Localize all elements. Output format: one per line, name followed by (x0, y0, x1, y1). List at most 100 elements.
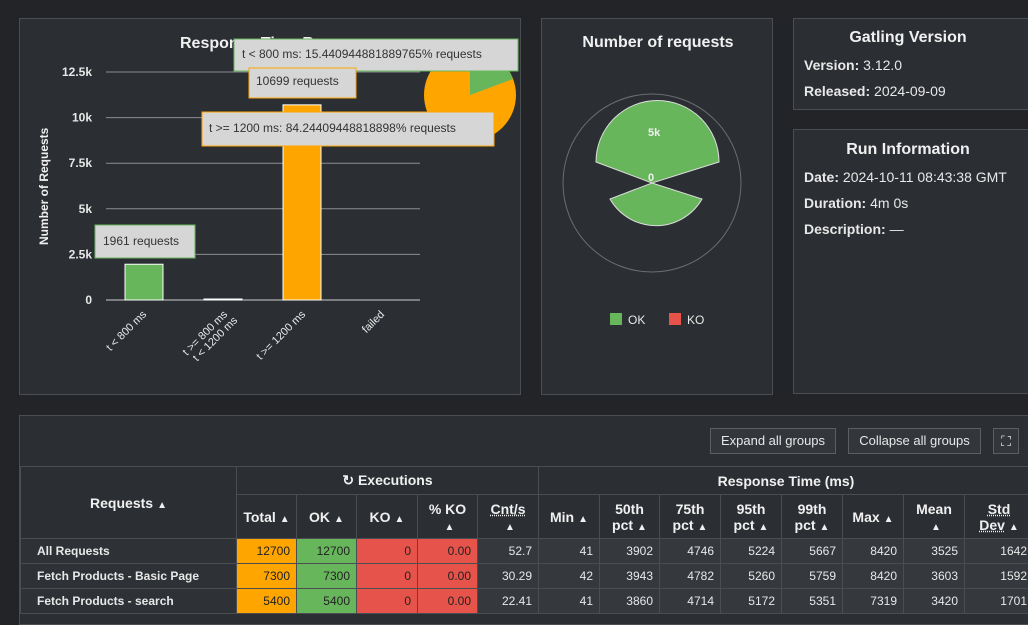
sort-icon: ▲︎ (445, 522, 455, 533)
version-title: Gatling Version (794, 29, 1022, 47)
duration-value: 4m 0s (870, 195, 908, 211)
row-name[interactable]: Fetch Products - search (21, 589, 237, 614)
sort-icon: ▲︎ (637, 522, 647, 533)
col-mean[interactable]: Mean▲︎ (904, 495, 965, 539)
date-line: Date: 2024-10-11 08:43:38 GMT (804, 169, 1028, 185)
released-value: 2024-09-09 (874, 83, 946, 99)
number-of-requests-panel: Number of requests 5k 0 OK KO (541, 18, 773, 395)
cell-std: 1642 (965, 539, 1028, 564)
tooltip-t4: 1961 requests (95, 225, 195, 258)
y-grid: 12.5k 10k 7.5k 5k 2.5k 0 (62, 65, 420, 307)
y-tick-label: 2.5k (69, 247, 93, 261)
y-tick-label: 0 (85, 293, 92, 307)
sort-icon: ▲︎ (820, 522, 830, 533)
svg-text:10699 requests: 10699 requests (256, 74, 339, 88)
cell-p50: 3902 (600, 539, 660, 564)
cell-mean: 3603 (904, 564, 965, 589)
cell-p50: 3860 (600, 589, 660, 614)
sort-icon: ▲︎ (334, 514, 344, 525)
gatling-version-panel: Gatling Version Version: 3.12.0 Released… (793, 18, 1028, 110)
col-total[interactable]: Total▲︎ (237, 495, 297, 539)
polar-slice-ok-bottom (610, 183, 702, 226)
refresh-icon: ↻ (342, 472, 354, 488)
cell-pko: 0.00 (418, 589, 478, 614)
row-name[interactable]: All Requests (21, 539, 237, 564)
cell-ko: 0 (357, 564, 418, 589)
sort-icon: ▲︎ (698, 522, 708, 533)
cell-max: 8420 (843, 564, 904, 589)
sort-icon: ▲︎ (884, 514, 894, 525)
x-label-ge1200: t >= 1200 ms (254, 308, 308, 362)
legend-ko-label[interactable]: KO (687, 313, 704, 327)
response-time-group-header: Response Time (ms) (539, 467, 1028, 495)
cell-cnt: 52.7 (478, 539, 539, 564)
y-tick-label: 12.5k (62, 65, 92, 79)
y-tick-label: 10k (72, 111, 92, 125)
row-name[interactable]: Fetch Products - Basic Page (21, 564, 237, 589)
col-cnt-per-sec[interactable]: Cnt/s▲︎ (478, 495, 539, 539)
polar-tick-0: 0 (648, 172, 654, 184)
cell-p99: 5759 (782, 564, 843, 589)
cell-max: 8420 (843, 539, 904, 564)
y-axis-label: Number of Requests (37, 127, 51, 245)
date-label: Date: (804, 169, 839, 185)
bar-0[interactable] (125, 264, 163, 300)
response-time-ranges-chart: Response Time Ranges 12.5k10k7.5k5k2.5k0… (20, 19, 522, 396)
run-title: Run Information (794, 141, 1022, 159)
col-ko[interactable]: KO▲︎ (357, 495, 418, 539)
sort-icon: ▲︎ (395, 514, 405, 525)
col-max[interactable]: Max▲︎ (843, 495, 904, 539)
description-label: Description: (804, 221, 886, 237)
requests-title: Number of requests (582, 34, 733, 51)
legend-ok-label[interactable]: OK (628, 313, 645, 327)
y-tick-label: 7.5k (69, 156, 93, 170)
polar-tick-5k: 5k (648, 127, 661, 139)
cell-ok: 5400 (297, 589, 357, 614)
version-value: 3.12.0 (863, 57, 902, 73)
legend-ok-swatch[interactable] (610, 313, 622, 325)
legend-ko-swatch[interactable] (669, 313, 681, 325)
fullscreen-button[interactable]: ⛶ (993, 428, 1019, 454)
version-line: Version: 3.12.0 (804, 57, 1028, 73)
sort-icon: ▲︎ (1009, 522, 1019, 533)
cell-min: 41 (539, 589, 600, 614)
description-value: — (890, 221, 904, 237)
cell-total: 7300 (237, 564, 297, 589)
number-of-requests-chart: Number of requests 5k 0 OK KO (542, 19, 774, 396)
expand-all-groups-button[interactable]: Expand all groups (710, 428, 836, 454)
statistics-panel: Expand all groups Collapse all groups ⛶ … (19, 415, 1028, 625)
col-min[interactable]: Min▲︎ (539, 495, 600, 539)
cell-min: 41 (539, 539, 600, 564)
tooltip-t1: t < 800 ms: 15.440944881889765% requests (234, 39, 518, 71)
sort-asc-icon: ▲ (157, 500, 167, 511)
col-ok[interactable]: OK▲︎ (297, 495, 357, 539)
cell-mean: 3420 (904, 589, 965, 614)
cell-cnt: 22.41 (478, 589, 539, 614)
col-requests[interactable]: Requests▲ (21, 467, 237, 539)
run-information-panel: Run Information Date: 2024-10-11 08:43:3… (793, 129, 1028, 394)
sort-icon: ▲︎ (931, 522, 941, 533)
released-label: Released: (804, 83, 870, 99)
duration-line: Duration: 4m 0s (804, 195, 1028, 211)
y-tick-label: 5k (79, 202, 93, 216)
col-percent-ko[interactable]: % KO▲︎ (418, 495, 478, 539)
cell-std: 1701 (965, 589, 1028, 614)
bar-1[interactable] (204, 299, 242, 300)
cell-p75: 4746 (660, 539, 721, 564)
cell-min: 42 (539, 564, 600, 589)
cell-ko: 0 (357, 589, 418, 614)
sort-icon: ▲︎ (505, 522, 515, 533)
collapse-all-groups-button[interactable]: Collapse all groups (848, 428, 981, 454)
version-label: Version: (804, 57, 859, 73)
released-line: Released: 2024-09-09 (804, 83, 1028, 99)
x-label-failed: failed (360, 309, 387, 336)
